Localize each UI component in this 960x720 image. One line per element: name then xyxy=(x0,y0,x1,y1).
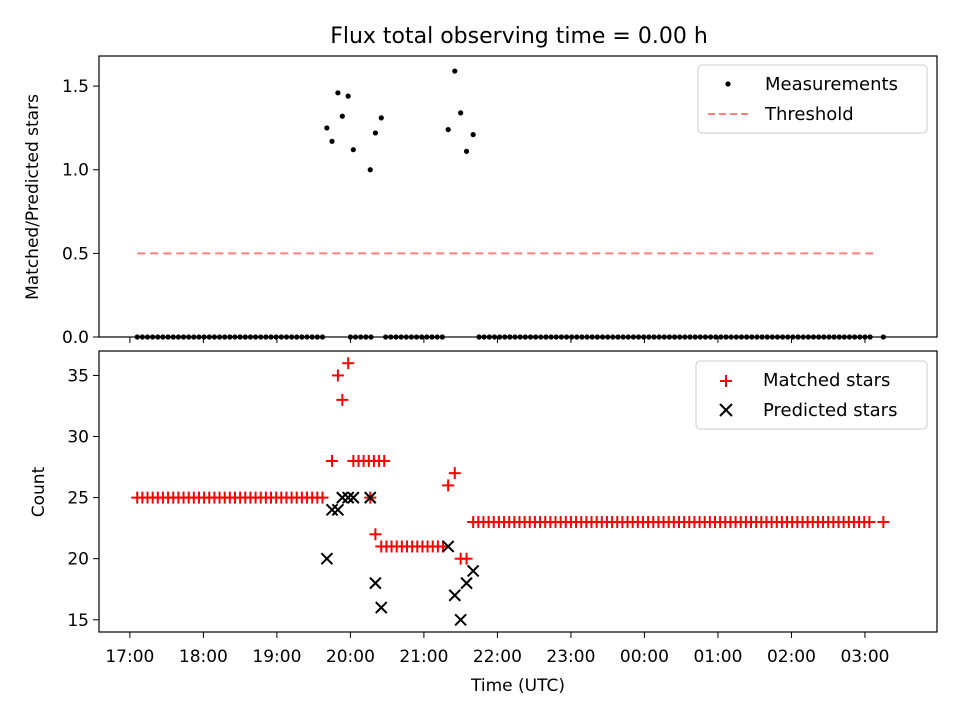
predicted-star-point xyxy=(448,589,461,602)
legend-matched-marker xyxy=(720,375,732,387)
measurement-point xyxy=(452,68,458,74)
x-axis-label: Time (UTC) xyxy=(470,676,565,696)
bottom-y-tick-label: 25 xyxy=(67,489,89,509)
predicted-star-point xyxy=(375,601,388,614)
top-y-tick-label: 1.5 xyxy=(62,77,89,97)
matched-star-point xyxy=(378,454,391,467)
matched-star-point xyxy=(448,467,461,480)
bottom-legend: Matched stars Predicted stars xyxy=(695,360,928,430)
bottom-y-axis-label: Count xyxy=(29,466,49,517)
top-y-tick-label: 0.5 xyxy=(62,244,89,264)
x-tick-label: 20:00 xyxy=(326,647,375,667)
bottom-y-ticks: 15 20 25 30 35 xyxy=(67,366,99,631)
x-tick-label: 23:00 xyxy=(546,647,595,667)
top-y-tick-label: 0.0 xyxy=(62,328,89,348)
figure-title: Flux total observing time = 0.00 h xyxy=(330,24,708,49)
matched-star-point xyxy=(877,516,890,529)
bottom-legend-box xyxy=(695,360,928,430)
measurement-point xyxy=(445,126,451,133)
predicted-star-point xyxy=(347,491,360,504)
bottom-y-tick-label: 15 xyxy=(67,611,89,631)
x-tick-label: 01:00 xyxy=(693,647,742,667)
bottom-plot-marks xyxy=(131,357,890,626)
bottom-y-tick-label: 20 xyxy=(67,550,89,570)
measurement-point xyxy=(324,125,330,131)
matched-star-point xyxy=(331,369,344,382)
measurement-point xyxy=(372,130,378,136)
bottom-panel: 17:00 18:00 19:00 20:00 21:00 22:00 23:00 00:00… xyxy=(29,350,938,696)
bottom-axes-frame xyxy=(98,350,938,633)
measurement-point xyxy=(378,115,384,121)
legend-matched-label: Matched stars xyxy=(763,370,890,391)
measurement-point xyxy=(458,110,464,116)
bottom-y-tick-label: 35 xyxy=(67,366,89,386)
predicted-star-point xyxy=(369,576,382,590)
top-y-tick-label: 1.0 xyxy=(62,161,89,181)
bottom-y-tick-label: 30 xyxy=(67,428,89,448)
x-tick-label: 22:00 xyxy=(473,647,522,667)
top-legend: Measurements Threshold xyxy=(697,64,928,134)
predicted-star-point xyxy=(320,552,334,565)
predicted-star-point xyxy=(466,564,480,578)
top-axes-frame xyxy=(98,55,938,338)
measurement-point xyxy=(339,113,345,119)
measurement-point xyxy=(335,90,341,96)
x-tick-label: 03:00 xyxy=(840,647,889,667)
legend-predicted-marker xyxy=(719,403,733,417)
predicted-star-point xyxy=(460,576,473,590)
top-y-ticks: 0.0 0.5 1.0 1.5 xyxy=(62,77,99,348)
x-tick-label: 00:00 xyxy=(620,647,669,667)
top-x-ticks xyxy=(129,337,866,343)
x-tick-label: 17:00 xyxy=(105,647,154,667)
x-tick-label: 19:00 xyxy=(252,647,301,667)
predicted-star-point xyxy=(336,491,349,504)
predicted-star-point xyxy=(331,503,345,517)
legend-measurements-label: Measurements xyxy=(765,74,898,95)
predicted-star-point xyxy=(325,503,339,517)
measurement-point xyxy=(345,93,351,99)
measurement-point xyxy=(367,167,373,173)
predicted-star-point xyxy=(441,540,455,553)
measurement-point xyxy=(350,147,356,153)
x-tick-label: 21:00 xyxy=(399,647,448,667)
predicted-star-point xyxy=(454,613,467,626)
measurement-point xyxy=(463,148,470,154)
bottom-x-ticks: 17:00 18:00 19:00 20:00 21:00 22:00 23:00 00:00… xyxy=(105,632,889,667)
matched-star-point xyxy=(863,516,876,529)
matched-star-point xyxy=(369,528,382,541)
measurement-point xyxy=(470,132,476,138)
legend-measurements-marker xyxy=(725,81,731,87)
top-legend-box xyxy=(697,64,928,134)
measurement-point xyxy=(329,138,335,144)
legend-predicted-label: Predicted stars xyxy=(763,400,897,421)
top-y-axis-label: Matched/Predicted stars xyxy=(23,94,43,300)
matched-star-point xyxy=(316,491,329,504)
matched-star-point xyxy=(336,393,349,406)
predicted-star-point xyxy=(364,491,377,504)
matched-star-point xyxy=(326,454,339,467)
matched-star-point xyxy=(460,552,473,565)
top-panel: 0.0 0.5 1.0 1.5 Matched/Predicted stars Mea… xyxy=(23,55,938,348)
legend-threshold-label: Threshold xyxy=(764,104,854,125)
x-tick-label: 18:00 xyxy=(179,647,228,667)
matched-star-point xyxy=(442,479,455,492)
predicted-star-point xyxy=(341,491,355,504)
x-tick-label: 02:00 xyxy=(767,647,816,667)
matched-star-point xyxy=(342,357,355,370)
